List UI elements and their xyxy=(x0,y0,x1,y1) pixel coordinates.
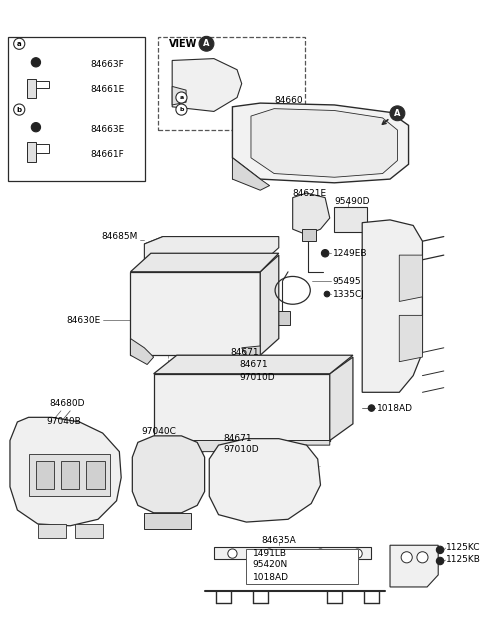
Polygon shape xyxy=(362,220,422,392)
Text: A: A xyxy=(394,109,401,118)
Polygon shape xyxy=(144,237,279,264)
Text: 1125KB: 1125KB xyxy=(445,555,480,564)
Text: 84680D: 84680D xyxy=(50,399,85,408)
Polygon shape xyxy=(399,316,422,362)
Text: 97010D: 97010D xyxy=(240,373,276,382)
Polygon shape xyxy=(232,103,408,183)
Circle shape xyxy=(176,92,187,103)
Circle shape xyxy=(417,552,428,563)
Circle shape xyxy=(228,549,237,558)
Text: A: A xyxy=(203,39,210,48)
Text: 1249EB: 1249EB xyxy=(333,249,367,258)
Text: 97010D: 97010D xyxy=(223,445,259,454)
Polygon shape xyxy=(144,513,191,529)
Polygon shape xyxy=(27,144,49,161)
Polygon shape xyxy=(399,255,422,301)
Polygon shape xyxy=(390,545,438,587)
Polygon shape xyxy=(232,158,269,190)
Text: 84630E: 84630E xyxy=(67,316,101,324)
Polygon shape xyxy=(277,311,290,324)
Polygon shape xyxy=(131,272,260,355)
Polygon shape xyxy=(209,438,321,522)
Circle shape xyxy=(13,38,25,49)
Polygon shape xyxy=(131,253,279,272)
Text: 95495: 95495 xyxy=(333,276,361,285)
Bar xyxy=(158,37,305,130)
Polygon shape xyxy=(38,524,66,538)
Circle shape xyxy=(176,104,187,115)
Text: 1018AD: 1018AD xyxy=(253,573,289,582)
Text: 95490D: 95490D xyxy=(335,197,370,206)
Circle shape xyxy=(316,549,325,558)
Polygon shape xyxy=(293,193,330,235)
Text: 95420N: 95420N xyxy=(253,560,288,569)
Polygon shape xyxy=(172,59,242,111)
Bar xyxy=(246,549,358,584)
Text: b: b xyxy=(179,107,184,112)
Text: 1125KC: 1125KC xyxy=(445,543,480,552)
Polygon shape xyxy=(131,339,154,365)
Circle shape xyxy=(390,106,405,121)
Polygon shape xyxy=(27,142,36,163)
Circle shape xyxy=(324,291,330,297)
Circle shape xyxy=(31,122,40,132)
Circle shape xyxy=(199,36,214,51)
Text: 84635A: 84635A xyxy=(262,536,296,545)
Polygon shape xyxy=(28,454,110,496)
Circle shape xyxy=(436,557,444,564)
Text: 1018AD: 1018AD xyxy=(377,404,413,413)
Text: 1491LB: 1491LB xyxy=(253,549,287,558)
Text: 84685M: 84685M xyxy=(101,232,138,241)
Circle shape xyxy=(353,549,362,558)
Text: 84671: 84671 xyxy=(240,360,268,369)
Polygon shape xyxy=(154,440,330,452)
Text: 97040C: 97040C xyxy=(142,427,177,436)
Bar xyxy=(8,37,145,181)
Text: 97040B: 97040B xyxy=(47,417,81,426)
Text: 84663E: 84663E xyxy=(91,125,125,134)
Polygon shape xyxy=(154,355,353,374)
Circle shape xyxy=(31,58,40,67)
Polygon shape xyxy=(251,109,397,177)
Polygon shape xyxy=(172,86,186,105)
Text: a: a xyxy=(180,95,183,100)
Polygon shape xyxy=(242,346,260,359)
Polygon shape xyxy=(132,436,204,513)
Polygon shape xyxy=(154,374,330,440)
Text: 84661E: 84661E xyxy=(91,84,125,93)
Polygon shape xyxy=(214,547,372,559)
Polygon shape xyxy=(75,524,103,538)
Text: 84671: 84671 xyxy=(230,348,259,357)
Text: 84671: 84671 xyxy=(223,434,252,443)
Polygon shape xyxy=(10,417,121,526)
Polygon shape xyxy=(61,461,80,489)
Polygon shape xyxy=(335,207,367,232)
Text: a: a xyxy=(17,41,22,47)
Circle shape xyxy=(13,104,25,115)
Polygon shape xyxy=(27,81,49,95)
Polygon shape xyxy=(330,357,353,440)
Polygon shape xyxy=(302,229,316,241)
Polygon shape xyxy=(86,461,105,489)
Text: b: b xyxy=(17,107,22,113)
Circle shape xyxy=(322,250,329,257)
Text: 84621E: 84621E xyxy=(293,189,327,198)
Circle shape xyxy=(265,549,274,558)
Text: 84660: 84660 xyxy=(274,96,303,105)
Text: 84663F: 84663F xyxy=(91,60,124,68)
Circle shape xyxy=(368,405,375,412)
Polygon shape xyxy=(27,79,36,97)
Circle shape xyxy=(401,552,412,563)
Text: VIEW: VIEW xyxy=(169,39,198,49)
Text: 84661F: 84661F xyxy=(91,150,124,159)
Polygon shape xyxy=(260,255,279,355)
Polygon shape xyxy=(36,461,54,489)
Text: 1335CJ: 1335CJ xyxy=(333,289,364,298)
Circle shape xyxy=(436,546,444,554)
